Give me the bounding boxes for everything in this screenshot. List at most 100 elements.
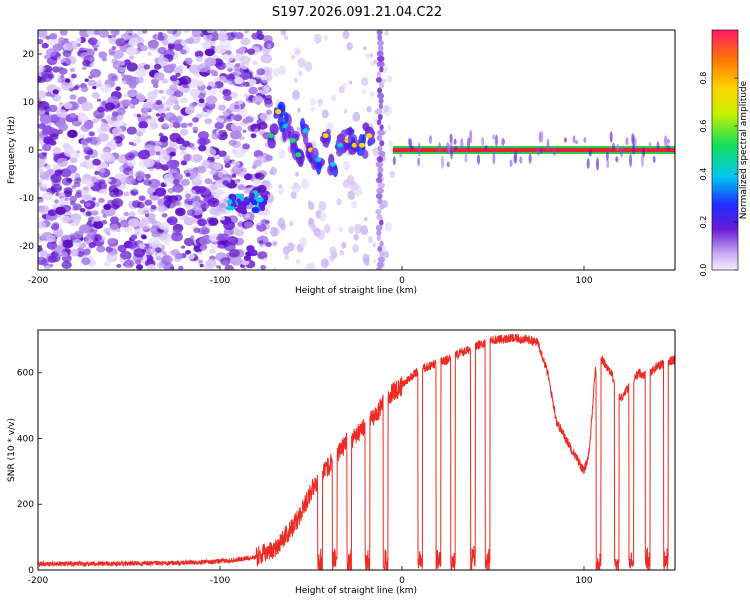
heatmap-noise-cell [101,118,107,123]
heatmap-noise-cell [141,225,148,231]
heatmap-noise-cell [119,60,126,66]
heatmap-drift-cell [267,140,275,148]
heatmap-noise-cell [96,245,106,253]
heatmap-noise-cell [338,226,344,233]
heatmap-noise-cell [352,111,361,122]
heatmap-streak-cell [378,98,384,104]
heatmap-noise-cell [140,234,147,239]
heatmap-noise-cell [181,178,190,187]
heatmap-noise-cell [142,112,149,118]
heatmap-sidelobe-cell [464,152,468,163]
heatmap-fringe-cell [251,206,260,214]
colorbar-label: Normalized spectral amplitude [739,80,749,219]
heatmap-noise-cell [93,220,104,229]
heatmap-noise-cell [343,109,348,114]
heatmap-noise-cell [233,148,246,158]
heatmap-noise-cell [161,255,173,265]
heatmap-noise-cell [128,141,134,146]
heatmap-noise-cell [205,258,217,268]
heatmap-noise-cell [88,131,95,137]
heatmap-noise-cell [38,106,44,112]
snr-panel: -200 -100 0 100 0 200 400 600 Height of straig… [7,329,676,596]
heatmap-streak-cell [377,198,383,205]
heatmap-noise-cell [222,180,229,186]
heatmap-fringe-cell [243,196,249,205]
heatmap-noise-cell [135,231,140,235]
heatmap-noise-cell [61,215,71,224]
heatmap-drift-peak [366,133,373,139]
heatmap-streak-cell [376,156,383,163]
heatmap-noise-cell [197,218,207,227]
heatmap-noise-cell [323,224,331,234]
heatmap-noise-cell [201,225,208,231]
snr-y-ticks: 0 200 400 600 [17,369,42,576]
heatmap-noise-cell [270,226,278,237]
heatmap-streak-cell [375,193,383,200]
spectrogram-x-tick-label: -200 [28,276,49,286]
heatmap-noise-cell [170,75,178,82]
heatmap-noise-cell [234,63,240,68]
heatmap-noise-cell [367,236,374,244]
heatmap-noise-cell [125,46,138,56]
heatmap-sidelobe-cell [467,137,470,150]
heatmap-noise-cell [43,136,54,145]
heatmap-noise-cell [61,177,72,186]
heatmap-noise-cell [85,137,93,143]
heatmap-sidelobe-cell [392,156,396,166]
heatmap-streak-cell [376,40,384,46]
heatmap-noise-cell [256,68,266,76]
snr-x-tick-label: 100 [575,576,592,586]
heatmap-noise-cell [202,33,213,42]
heatmap-fringe-cell [255,197,264,203]
heatmap-noise-cell [339,249,345,256]
heatmap-noise-cell [383,105,389,113]
heatmap-noise-cell [91,92,100,99]
heatmap-noise-cell [69,248,80,257]
heatmap-streak-cell [377,182,385,189]
heatmap-noise-cell [228,249,240,258]
heatmap-noise-cell [173,104,181,111]
heatmap-noise-cell [153,72,165,81]
heatmap-noise-cell [244,30,250,34]
heatmap-noise-cell [256,223,267,232]
heatmap-noise-cell [215,189,224,197]
heatmap-noise-cell [218,129,228,137]
heatmap-noise-cell [38,65,46,73]
heatmap-noise-cell [101,219,108,225]
heatmap-noise-cell [146,212,156,220]
heatmap-noise-cell [149,248,157,254]
heatmap-fringe-cell [225,206,236,211]
heatmap-noise-cell [44,54,50,60]
heatmap-streak-cell [377,129,386,136]
heatmap-noise-cell [75,37,82,43]
heatmap-noise-cell [97,80,102,84]
heatmap-sidelobe-cell [417,157,421,167]
heatmap-noise-cell [64,55,77,65]
heatmap-noise-cell [210,243,218,250]
heatmap-noise-cell [199,244,207,251]
heatmap-sidelobe-cell [546,138,550,152]
heatmap-noise-cell [383,251,390,259]
heatmap-noise-cell [193,227,201,233]
heatmap-sidelobe-cell [514,150,518,164]
heatmap-noise-cell [38,90,47,99]
heatmap-noise-cell [69,157,78,164]
heatmap-sidelobe-cell [553,149,556,156]
heatmap-noise-cell [180,150,187,156]
heatmap-noise-cell [351,200,358,209]
heatmap-noise-cell [260,265,267,270]
heatmap-noise-cell [69,94,77,100]
heatmap-noise-cell [157,47,167,55]
heatmap-noise-cell [66,267,72,270]
heatmap-noise-cell [114,119,125,127]
heatmap-noise-cell [225,210,231,214]
heatmap-noise-cell [361,76,369,86]
heatmap-streak-cell [377,245,383,252]
heatmap-noise-cell [218,150,227,157]
heatmap-noise-cell [197,251,203,255]
heatmap-noise-cell [224,45,232,51]
heatmap-noise-cell [308,201,315,210]
heatmap-noise-cell [132,33,138,37]
heatmap-noise-cell [293,77,298,83]
heatmap-noise-cell [66,40,79,51]
